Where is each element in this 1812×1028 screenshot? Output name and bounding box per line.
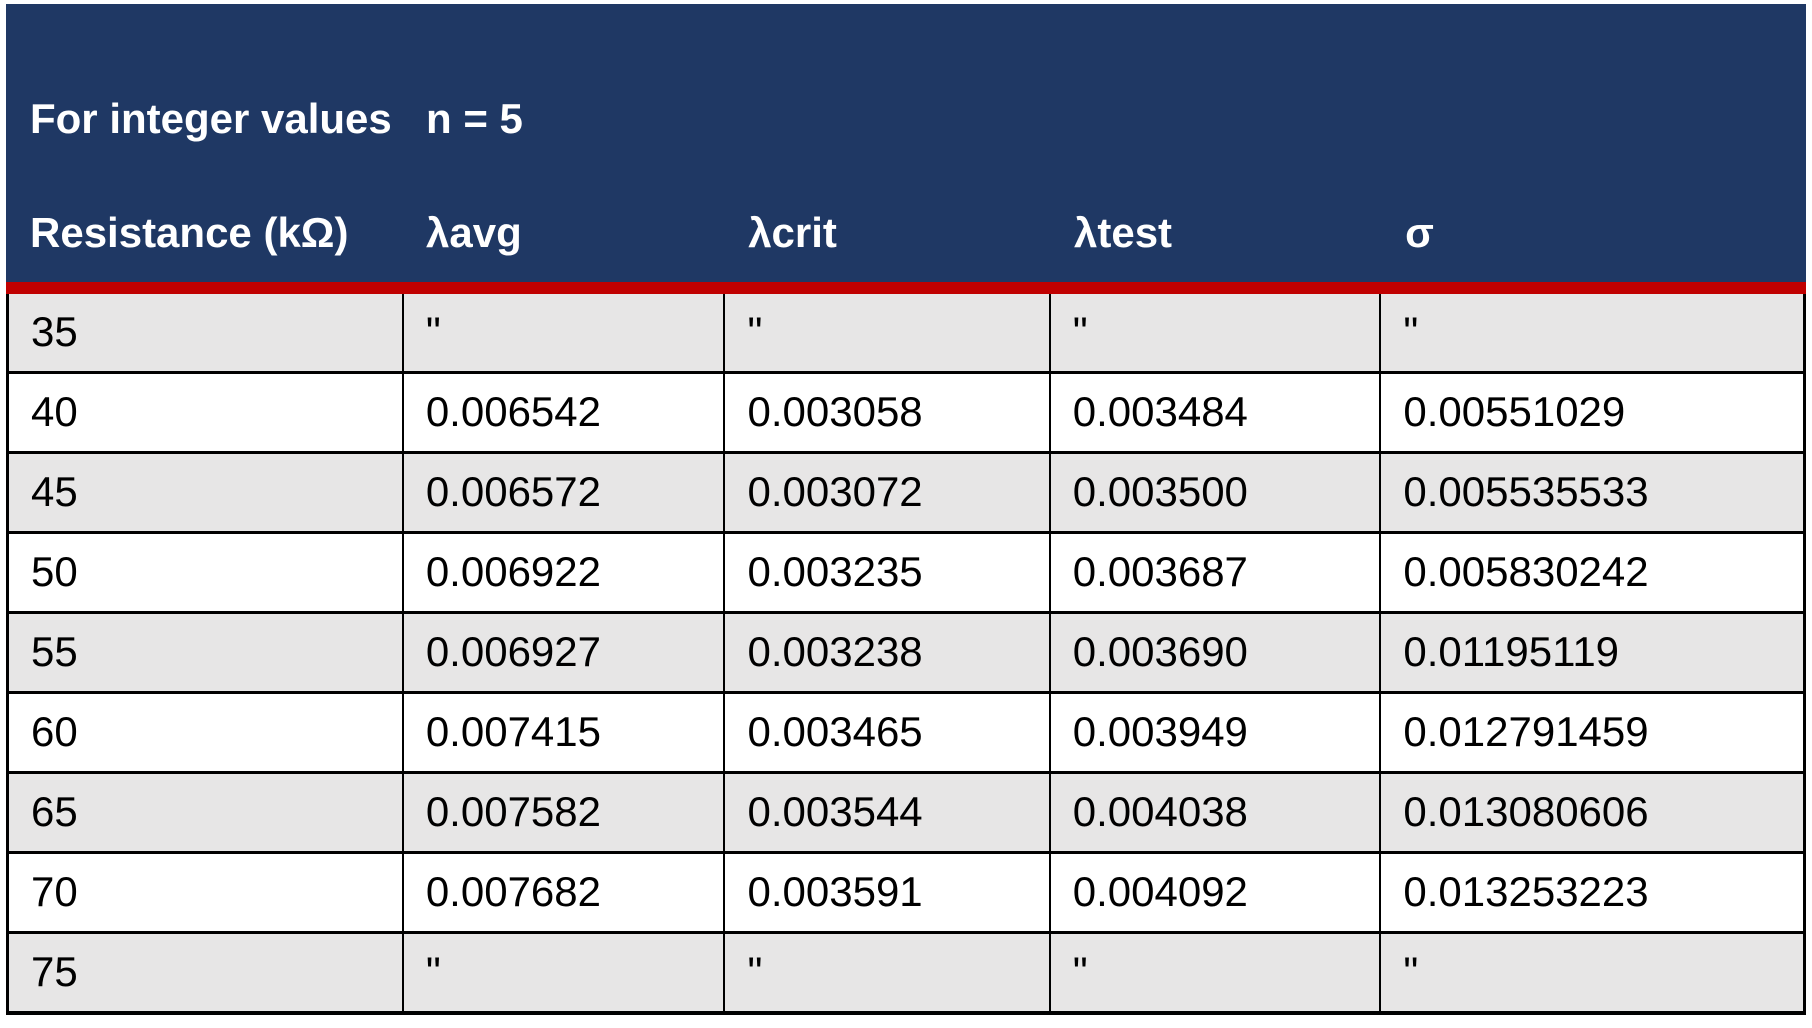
table-cell: 65	[7, 770, 403, 853]
table-cell: 0.004092	[1048, 850, 1381, 933]
table-cell: 0.003690	[1048, 610, 1381, 693]
table-cell: 0.003591	[723, 850, 1050, 933]
table-cell: "	[1048, 293, 1381, 373]
table-cell: "	[1379, 930, 1805, 1013]
table-cell: "	[401, 293, 725, 373]
table-cell: "	[1379, 293, 1805, 373]
table-row: 75 " " " "	[7, 930, 1805, 1013]
table-cell: 0.003500	[1048, 450, 1381, 533]
table-cell: 0.005830242	[1379, 530, 1805, 613]
table-cell: 55	[7, 610, 403, 693]
table-cell: 0.006927	[401, 610, 725, 693]
table-cell: 50	[7, 530, 403, 613]
table-title: For integer values	[30, 95, 392, 143]
table-cell: 0.005535533	[1379, 450, 1805, 533]
table-cell: 40	[7, 370, 403, 453]
table-cell: 0.003465	[723, 690, 1050, 773]
data-table: 35 " " " " 40 0.006542 0.003058 0.003484…	[6, 293, 1806, 1015]
table-row: 45 0.006572 0.003072 0.003500 0.00553553…	[7, 450, 1805, 533]
table-cell: "	[1048, 930, 1381, 1013]
table-cell: 0.003949	[1048, 690, 1381, 773]
table-cell: 0.01195119	[1379, 610, 1805, 693]
column-header-lambda-test: λtest	[1073, 209, 1173, 256]
table-cell: 0.007682	[401, 850, 725, 933]
table-cell: 0.003687	[1048, 530, 1381, 613]
column-header-lambda-crit: λcrit	[748, 209, 837, 256]
table-cell: 75	[7, 930, 403, 1013]
table-cell: 0.007582	[401, 770, 725, 853]
table-cell: 0.006542	[401, 370, 725, 453]
table-row: 55 0.006927 0.003238 0.003690 0.01195119	[7, 610, 1805, 693]
table-cell: 45	[7, 450, 403, 533]
table-cell: 0.003484	[1048, 370, 1381, 453]
table-cell: "	[723, 930, 1050, 1013]
table-cell: 0.013253223	[1379, 850, 1805, 933]
table-cell: 0.003544	[723, 770, 1050, 853]
table-row: 40 0.006542 0.003058 0.003484 0.00551029	[7, 370, 1805, 453]
table-cell: 0.006922	[401, 530, 725, 613]
column-header-sigma: σ	[1405, 209, 1434, 256]
table-body: 35 " " " " 40 0.006542 0.003058 0.003484…	[7, 293, 1805, 1013]
table-cell: 0.007415	[401, 690, 725, 773]
table-cell: 0.006572	[401, 450, 725, 533]
table-row: 35 " " " "	[7, 293, 1805, 373]
column-header-row: Resistance (kΩ) λavg λcrit λtest σ	[6, 208, 1806, 282]
table-header: For integer values n = 5 Resistance (kΩ)…	[6, 4, 1806, 294]
table-row: 70 0.007682 0.003591 0.004092 0.01325322…	[7, 850, 1805, 933]
table-cell: 0.003072	[723, 450, 1050, 533]
table-cell: 0.00551029	[1379, 370, 1805, 453]
table-cell: "	[401, 930, 725, 1013]
table-cell: 0.013080606	[1379, 770, 1805, 853]
table-cell: 0.004038	[1048, 770, 1381, 853]
table-row: 50 0.006922 0.003235 0.003687 0.00583024…	[7, 530, 1805, 613]
table-subtitle: n = 5	[426, 95, 523, 143]
column-header-lambda-avg: λavg	[426, 209, 522, 256]
table-cell: "	[723, 293, 1050, 373]
table-cell: 70	[7, 850, 403, 933]
table-title-row: For integer values n = 5	[6, 44, 1806, 144]
table-cell: 0.003058	[723, 370, 1050, 453]
table-cell: 0.003238	[723, 610, 1050, 693]
table-cell: 0.003235	[723, 530, 1050, 613]
table-row: 60 0.007415 0.003465 0.003949 0.01279145…	[7, 690, 1805, 773]
column-header-resistance: Resistance (kΩ)	[30, 209, 349, 256]
table-cell: 60	[7, 690, 403, 773]
table-cell: 0.012791459	[1379, 690, 1805, 773]
table-cell: 35	[31, 308, 78, 356]
results-table: For integer values n = 5 Resistance (kΩ)…	[6, 4, 1806, 1015]
table-row: 65 0.007582 0.003544 0.004038 0.01308060…	[7, 770, 1805, 853]
